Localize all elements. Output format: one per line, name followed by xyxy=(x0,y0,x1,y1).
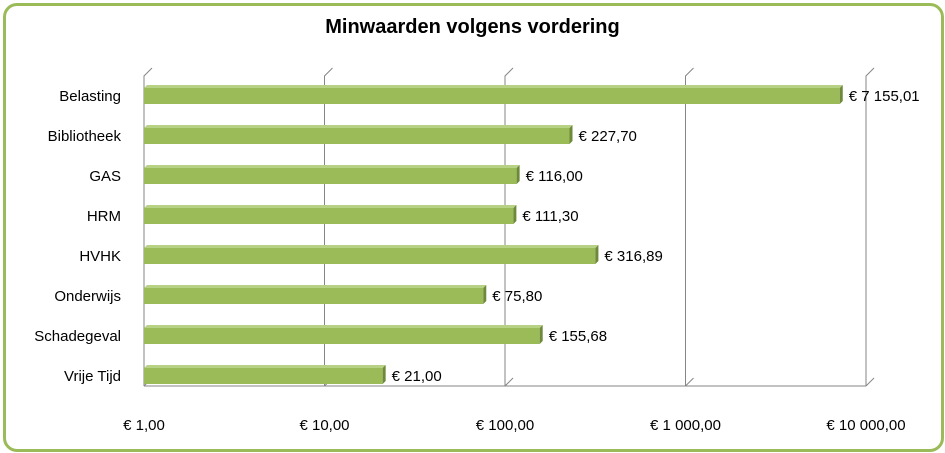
bar xyxy=(144,165,520,184)
data-label: € 111,30 xyxy=(522,208,578,225)
bar-top xyxy=(144,85,843,88)
x-tick-label: € 1 000,00 xyxy=(650,417,721,434)
bar-front xyxy=(144,88,840,104)
gridline-floor xyxy=(504,377,514,387)
gridline xyxy=(143,67,153,386)
category-label: Belasting xyxy=(59,88,121,105)
bar-top xyxy=(144,285,487,288)
bar-side xyxy=(516,165,520,184)
category-label: Schadegeval xyxy=(34,328,121,345)
data-label: € 75,80 xyxy=(492,288,542,305)
gridline xyxy=(865,67,875,386)
bar xyxy=(144,365,386,384)
bar-side xyxy=(382,365,386,384)
bar-top xyxy=(144,245,599,248)
bar-side xyxy=(483,285,487,304)
bar-front xyxy=(144,248,596,264)
gridline-floor xyxy=(685,377,694,387)
data-label: € 155,68 xyxy=(549,328,607,345)
data-label: € 7 155,01 xyxy=(849,88,920,105)
data-label: € 116,00 xyxy=(526,168,583,185)
bar xyxy=(144,245,599,264)
bar-top xyxy=(144,205,517,208)
bar-front xyxy=(144,168,517,184)
bar-side xyxy=(569,125,573,144)
bar-front xyxy=(144,288,484,304)
x-tick-label: € 10 000,00 xyxy=(826,417,905,434)
bar xyxy=(144,125,573,144)
bar-top xyxy=(144,365,386,368)
category-label: Bibliotheek xyxy=(48,128,122,145)
chart-title: Minwaarden volgens vordering xyxy=(325,16,620,38)
bar-front xyxy=(144,328,540,344)
category-label: GAS xyxy=(89,168,121,185)
bar-front xyxy=(144,208,514,224)
category-label: HVHK xyxy=(79,248,121,265)
gridline xyxy=(324,67,333,386)
x-tick-label: € 10,00 xyxy=(299,417,349,434)
bar-front xyxy=(144,128,570,144)
bar-front xyxy=(144,368,383,384)
bar xyxy=(144,285,487,304)
gridline xyxy=(685,67,694,386)
x-tick-label: € 1,00 xyxy=(123,417,165,434)
category-label: Vrije Tijd xyxy=(64,368,121,385)
bar-top xyxy=(144,125,573,128)
bar-top xyxy=(144,325,543,328)
gridline-floor xyxy=(865,377,875,387)
bar xyxy=(144,85,843,104)
data-label: € 316,89 xyxy=(604,248,662,265)
data-label: € 227,70 xyxy=(579,128,637,145)
category-label: HRM xyxy=(87,208,121,225)
bar-side xyxy=(839,85,843,104)
bar-side xyxy=(595,245,599,264)
bar xyxy=(144,325,543,344)
gridline xyxy=(504,67,514,386)
data-label: € 21,00 xyxy=(392,368,442,385)
bar-top xyxy=(144,165,520,168)
bar xyxy=(144,205,517,224)
x-tick-label: € 100,00 xyxy=(476,417,534,434)
bar-side xyxy=(539,325,543,344)
category-label: Onderwijs xyxy=(54,288,121,305)
bar-side xyxy=(513,205,517,224)
